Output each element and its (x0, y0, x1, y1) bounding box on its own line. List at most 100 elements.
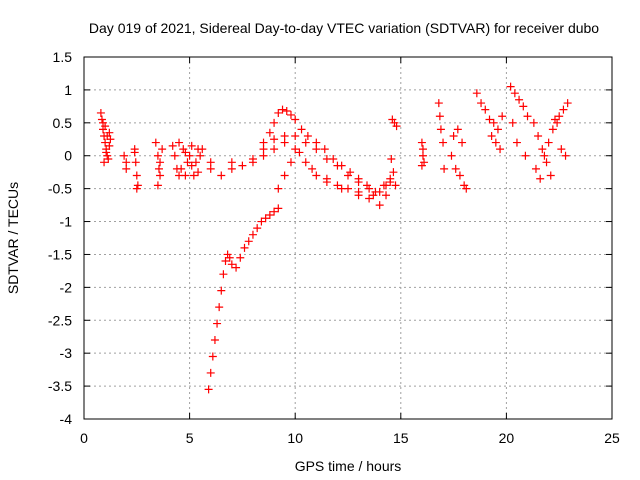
data-point (449, 131, 458, 140)
data-point (440, 164, 449, 173)
data-point (546, 171, 555, 180)
data-point (280, 131, 289, 140)
data-point (510, 89, 519, 98)
data-point (100, 158, 109, 167)
data-point (122, 164, 131, 173)
data-point (434, 99, 443, 108)
data-point (213, 319, 222, 328)
data-point (96, 108, 105, 117)
data-point (227, 260, 236, 269)
data-point (301, 158, 310, 167)
data-point (555, 112, 564, 121)
data-point (521, 151, 530, 160)
data-point (261, 214, 270, 223)
data-point (105, 141, 114, 150)
series-cluster-16.5h (417, 99, 471, 193)
data-point (487, 131, 496, 140)
data-point (481, 105, 490, 114)
data-point (274, 204, 283, 213)
plot-frame (83, 56, 613, 420)
data-point (215, 303, 224, 312)
data-point (130, 148, 139, 157)
data-point (435, 112, 444, 121)
data-point (559, 105, 568, 114)
data-point (540, 151, 549, 160)
y-tick-label: -2.5 (48, 312, 72, 328)
data-point (236, 253, 245, 262)
data-point (512, 138, 521, 147)
data-points (96, 82, 572, 394)
data-point (451, 164, 460, 173)
data-point (320, 145, 329, 154)
data-point (198, 145, 207, 154)
data-point (270, 145, 279, 154)
data-point (548, 125, 557, 134)
series-descending-tail (274, 148, 391, 200)
data-point (387, 155, 396, 164)
data-point (365, 194, 374, 203)
series-cluster-3.5h (151, 138, 167, 190)
data-point (472, 89, 481, 98)
data-point (244, 237, 253, 246)
data-point (257, 217, 266, 226)
data-point (291, 131, 300, 140)
data-point (151, 138, 160, 147)
data-point (303, 131, 312, 140)
data-point (447, 151, 456, 160)
y-tick-label: 0 (64, 148, 72, 164)
data-point (489, 118, 498, 127)
data-point (508, 118, 517, 127)
data-point (189, 171, 198, 180)
data-point (301, 138, 310, 147)
series-cluster-0.8h (96, 108, 115, 167)
data-point (217, 286, 226, 295)
data-point (274, 184, 283, 193)
data-point (453, 125, 462, 134)
y-tick-label: 0.5 (53, 115, 73, 131)
y-tick-label: -0.5 (48, 181, 72, 197)
data-point (187, 141, 196, 150)
x-tick-label: 20 (499, 430, 515, 446)
data-point (240, 243, 249, 252)
data-point (259, 145, 268, 154)
data-point (206, 368, 215, 377)
data-point (210, 336, 219, 345)
data-point (168, 141, 177, 150)
series-cluster-21.5h (529, 99, 572, 183)
data-point (280, 171, 289, 180)
data-point (170, 151, 179, 160)
data-point (131, 158, 140, 167)
series-cluster-4.3h (168, 138, 205, 180)
data-point (194, 168, 203, 177)
y-tick-label: 1 (64, 82, 72, 98)
data-point (462, 184, 471, 193)
axis-ticks: 0 5 10 15 20 25 1.5 1 0.5 0 -0.5 -1 -1.5 -2 -2.5 -3 -3.5… (48, 49, 620, 446)
data-point (270, 207, 279, 216)
data-point (455, 171, 464, 180)
data-point (175, 138, 184, 147)
x-tick-label: 25 (604, 430, 620, 446)
x-tick-label: 0 (80, 430, 88, 446)
data-point (333, 181, 342, 190)
data-point (154, 164, 163, 173)
data-point (227, 164, 236, 173)
data-point (103, 151, 112, 160)
data-point (557, 145, 566, 154)
data-point (181, 171, 190, 180)
y-tick-label: -3.5 (48, 378, 72, 394)
data-point (382, 181, 391, 190)
data-point (132, 171, 141, 180)
data-point (563, 99, 572, 108)
data-point (196, 151, 205, 160)
series-cluster-20.5h (506, 82, 532, 160)
y-tick-label: -1 (60, 214, 73, 230)
data-point (333, 161, 342, 170)
data-point (248, 230, 257, 239)
data-point (365, 184, 374, 193)
data-point (158, 145, 167, 154)
data-point (238, 161, 247, 170)
data-point (181, 148, 190, 157)
data-point (102, 148, 111, 157)
data-point (312, 145, 321, 154)
